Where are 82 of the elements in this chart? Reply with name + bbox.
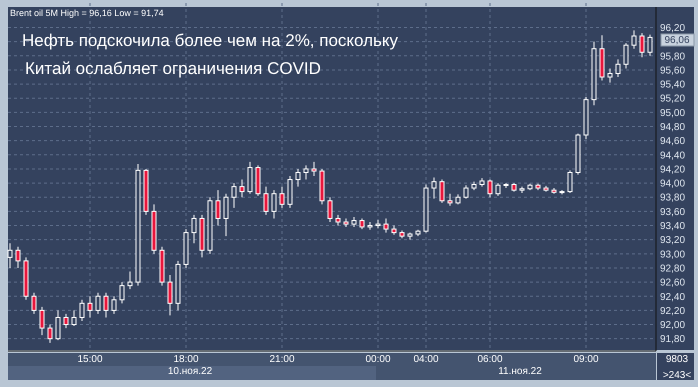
text: 10.ноя.22 <box>168 366 213 377</box>
candlestick <box>360 218 364 230</box>
y-tick-label: 94,00 <box>660 178 686 190</box>
x-tick-label: 15:00 <box>77 354 103 365</box>
x-tick-label: 04:00 <box>413 354 439 365</box>
y-tick-label: 94,40 <box>660 150 686 162</box>
candlestick <box>272 190 276 219</box>
candlestick <box>392 225 396 236</box>
candlestick <box>224 193 228 237</box>
candlestick <box>496 182 500 196</box>
y-tick-label: 95,40 <box>660 80 686 91</box>
chart-subtitle: Brent oil 5M High = 96,16 Low = 91,74 <box>10 8 164 18</box>
candlestick <box>80 299 84 322</box>
candlestick <box>64 313 68 329</box>
candlestick <box>296 168 300 188</box>
candlestick <box>632 30 636 50</box>
text: 9803 <box>666 354 689 365</box>
candlestick <box>232 182 236 208</box>
candlestick <box>216 190 220 226</box>
y-tick-label: 93,00 <box>660 249 686 260</box>
candlestick <box>16 246 20 268</box>
y-tick-label: 94,60 <box>660 136 686 148</box>
y-tick-label: 94,80 <box>660 122 686 134</box>
candlestick <box>616 58 620 78</box>
candlestick <box>280 186 284 208</box>
y-tick-label: 96,20 <box>660 23 686 34</box>
candlestick <box>608 68 612 84</box>
candlestick <box>640 32 644 58</box>
candlestick <box>96 292 100 314</box>
y-tick-label: 92,60 <box>660 278 686 289</box>
candlestick <box>312 161 316 177</box>
text: >243< <box>662 370 692 381</box>
candlestick <box>240 179 244 198</box>
y-tick-label: 93,80 <box>660 192 686 204</box>
y-tick-label: 95,00 <box>660 108 686 119</box>
candlestick <box>624 42 628 70</box>
y-tick-label: 94,20 <box>660 164 686 176</box>
candlestick <box>448 193 452 206</box>
y-tick-label: 92,20 <box>660 306 686 317</box>
candlestick <box>648 34 652 56</box>
candlestick <box>56 310 60 341</box>
y-tick-label: 92,80 <box>660 263 686 274</box>
candlestick <box>40 306 44 336</box>
candlestick <box>488 179 492 198</box>
y-tick-label: 93,20 <box>660 235 686 246</box>
y-tick-label: 92,40 <box>660 292 686 303</box>
candlestick <box>568 170 572 194</box>
x-tick-label: 06:00 <box>477 354 503 365</box>
candlestick <box>336 214 340 226</box>
candlestick <box>304 164 308 180</box>
candlestick <box>72 310 76 326</box>
candlestick <box>192 214 196 244</box>
candlestick <box>464 184 468 200</box>
y-tick-label: 95,20 <box>660 94 686 105</box>
candlestick <box>328 196 332 222</box>
text: 96,06 <box>664 35 690 46</box>
candlestick <box>48 324 52 344</box>
y-tick-label: 92,00 <box>660 320 686 332</box>
x-tick-label: 18:00 <box>173 354 199 365</box>
candlestick <box>440 179 444 204</box>
x-tick-label: 09:00 <box>573 354 599 365</box>
candlestick <box>432 176 436 200</box>
candlestick <box>104 292 108 318</box>
candlestick <box>88 296 92 318</box>
candlestick <box>168 274 172 316</box>
y-tick-label: 95,80 <box>660 51 686 62</box>
y-tick-label: 93,60 <box>660 206 686 218</box>
y-tick-label: 93,40 <box>660 221 686 232</box>
candlestick <box>384 218 388 234</box>
y-tick-label: 91,80 <box>660 334 686 346</box>
candlestick <box>352 216 356 228</box>
candlestick <box>128 271 132 290</box>
y-tick-label: 95,60 <box>660 65 686 76</box>
candlestick <box>120 282 124 304</box>
candlestick <box>264 186 268 216</box>
candlestick <box>112 296 116 314</box>
candlestick <box>32 292 36 314</box>
x-tick-label: 00:00 <box>365 354 391 365</box>
text: 11.ноя.22 <box>498 366 542 377</box>
candlestick <box>456 194 460 205</box>
x-tick-label: 21:00 <box>269 354 295 365</box>
text: Нефть подскочила более чем на 2%, поскольку Китай ослабляет ограничения COVID <box>22 31 399 78</box>
